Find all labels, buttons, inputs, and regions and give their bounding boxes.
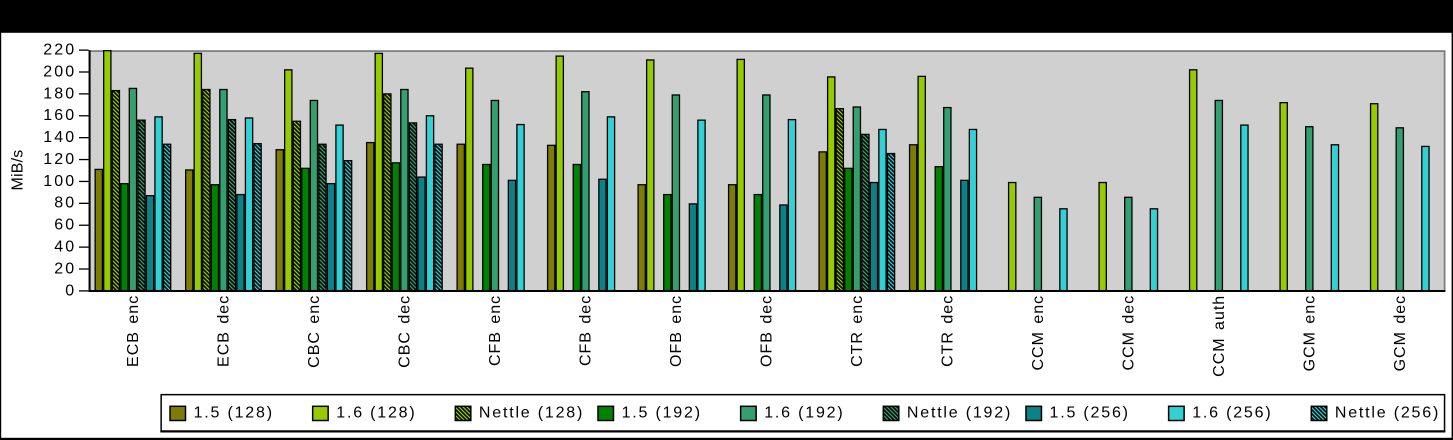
svg-text:1.6 (192): 1.6 (192) xyxy=(764,404,844,421)
svg-text:Nettle (128): Nettle (128) xyxy=(479,404,584,421)
svg-text:CCM auth: CCM auth xyxy=(1211,295,1228,377)
svg-text:CTR dec: CTR dec xyxy=(940,295,957,367)
svg-text:80: 80 xyxy=(54,195,76,212)
svg-text:1.5 (256): 1.5 (256) xyxy=(1050,404,1130,421)
svg-text:140: 140 xyxy=(43,129,76,146)
svg-text:MiB/s: MiB/s xyxy=(10,150,27,191)
svg-text:ECB dec: ECB dec xyxy=(216,295,233,367)
svg-text:100: 100 xyxy=(43,173,76,190)
svg-text:Nettle (192): Nettle (192) xyxy=(907,404,1012,421)
svg-text:Nettle (256): Nettle (256) xyxy=(1335,404,1440,421)
svg-text:ECB enc: ECB enc xyxy=(125,295,142,367)
svg-text:1.6 (256): 1.6 (256) xyxy=(1192,404,1272,421)
svg-text:CTR enc: CTR enc xyxy=(849,295,866,367)
svg-text:CCM dec: CCM dec xyxy=(1121,295,1138,371)
svg-text:200: 200 xyxy=(43,63,76,80)
svg-text:120: 120 xyxy=(43,151,76,168)
svg-text:GCM dec: GCM dec xyxy=(1392,295,1409,372)
svg-text:180: 180 xyxy=(43,85,76,102)
svg-text:CFB enc: CFB enc xyxy=(487,295,504,366)
svg-text:OFB enc: OFB enc xyxy=(668,295,685,367)
svg-text:1.5 (128): 1.5 (128) xyxy=(194,404,274,421)
svg-text:1.6 (128): 1.6 (128) xyxy=(336,404,416,421)
svg-text:OFB dec: OFB dec xyxy=(759,295,776,367)
svg-text:220: 220 xyxy=(43,42,76,59)
svg-text:160: 160 xyxy=(43,107,76,124)
svg-text:CBC dec: CBC dec xyxy=(397,295,414,368)
svg-text:CFB dec: CFB dec xyxy=(578,295,595,366)
svg-text:GCM enc: GCM enc xyxy=(1302,295,1319,372)
svg-text:CBC enc: CBC enc xyxy=(306,295,323,368)
svg-text:60: 60 xyxy=(54,217,76,234)
svg-text:20: 20 xyxy=(54,260,76,277)
svg-text:40: 40 xyxy=(54,239,76,256)
svg-text:0: 0 xyxy=(65,282,76,299)
svg-text:CCM enc: CCM enc xyxy=(1030,295,1047,371)
svg-text:1.5 (192): 1.5 (192) xyxy=(622,404,702,421)
